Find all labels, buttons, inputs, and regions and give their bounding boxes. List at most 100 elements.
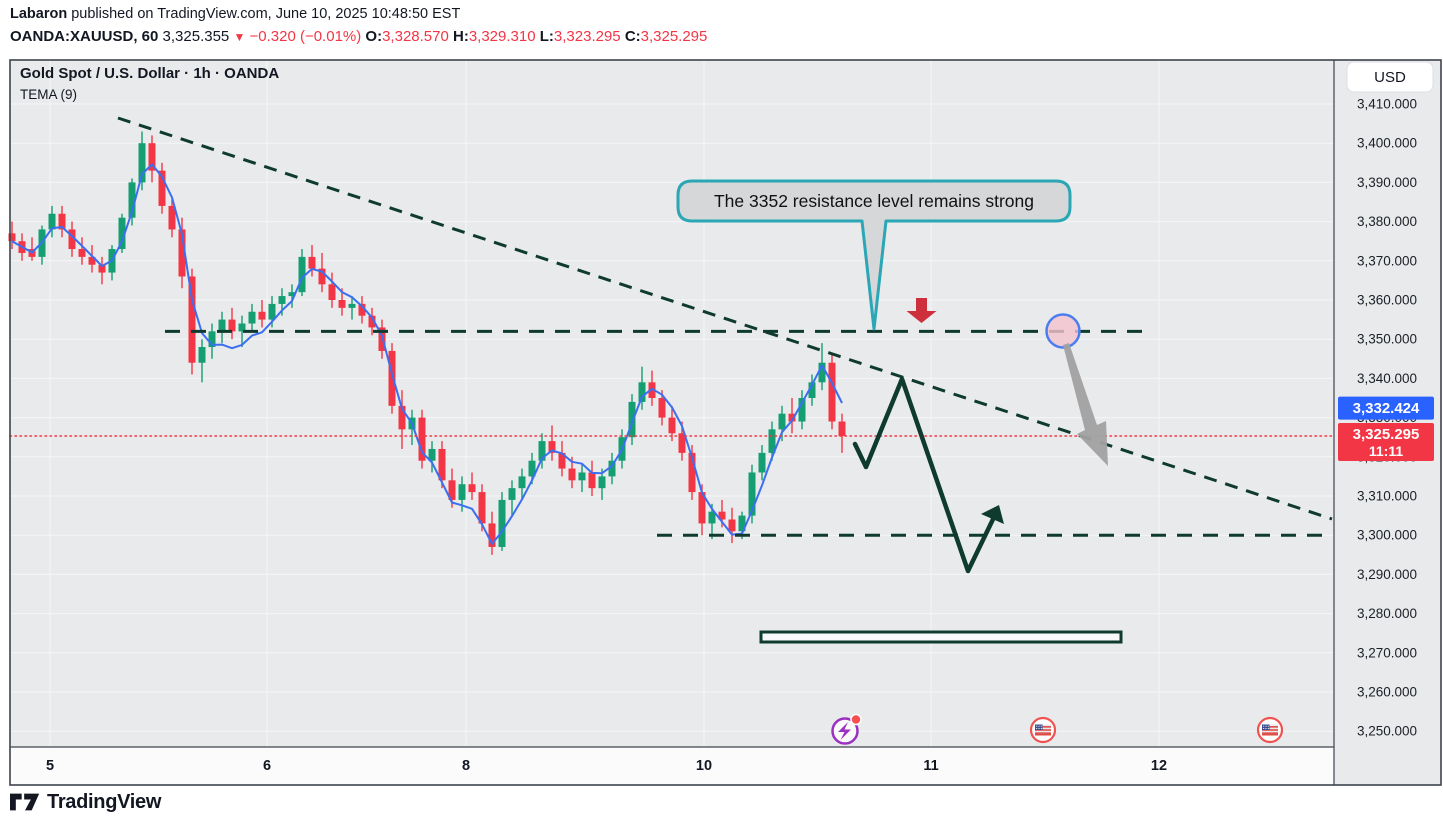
price-range-box[interactable] — [759, 630, 1123, 644]
chart-legend: Gold Spot / U.S. Dollar · 1h · OANDA TEM… — [20, 66, 279, 102]
candle-body — [768, 429, 776, 453]
drawings[interactable] — [117, 116, 1333, 644]
price-axis-label: 3,390.000 — [1357, 175, 1417, 190]
event-markers[interactable] — [831, 713, 1284, 745]
time-axis-label: 12 — [1151, 758, 1167, 774]
candle-body — [48, 213, 56, 230]
price-axis-label: 3,290.000 — [1357, 567, 1417, 582]
time-axis-background[interactable] — [10, 747, 1334, 785]
candle-body — [158, 170, 166, 206]
candle-body — [648, 382, 656, 398]
high-label: H: — [453, 28, 469, 45]
candle-body — [748, 472, 756, 516]
candle-body — [268, 303, 276, 320]
price-axis-label: 3,310.000 — [1357, 489, 1417, 504]
price-change: −0.320 (−0.01%) — [249, 28, 362, 45]
candle-body — [68, 229, 76, 250]
svg-text:3,332.424: 3,332.424 — [1353, 400, 1420, 417]
callout-bubble[interactable] — [676, 179, 1072, 331]
candle-body — [318, 268, 326, 285]
candle-body — [368, 315, 376, 328]
candle-body — [838, 421, 846, 437]
candle-body — [248, 311, 256, 324]
candle-body — [668, 417, 676, 434]
price-axis[interactable]: 3,410.000 3,400.000 3,390.000 3,380.000 3,37… — [1357, 97, 1417, 739]
alert-dot — [850, 713, 862, 726]
currency-button-label: USD — [1374, 69, 1406, 86]
low-label: L: — [539, 28, 554, 45]
candle-body — [628, 401, 636, 438]
candle-body — [308, 256, 316, 269]
candle-body — [188, 276, 196, 363]
candle-body — [228, 319, 236, 332]
indicator-label[interactable]: TEMA (9) — [20, 87, 78, 102]
candle-body — [518, 476, 526, 489]
candle-body — [208, 331, 216, 348]
candle-body — [8, 233, 16, 242]
candle-body — [398, 405, 406, 430]
candle-body — [298, 256, 306, 293]
candle-body — [118, 217, 126, 250]
candle-body — [438, 448, 446, 481]
tema-price-tag: 3,332.424 — [1338, 396, 1434, 420]
callout[interactable]: The 3352 resistance level remains strong — [676, 179, 1072, 331]
descending-trendline[interactable] — [117, 116, 1333, 521]
candle-body — [258, 311, 266, 320]
candle-body — [278, 296, 286, 304]
low-value: 3,323.295 — [553, 28, 621, 45]
flag-canton — [1262, 724, 1270, 730]
currency-button[interactable]: USD — [1346, 61, 1434, 93]
zigzag-projection-arrow[interactable] — [852, 376, 999, 574]
price-axis-label: 3,370.000 — [1357, 253, 1417, 268]
close-label: C: — [624, 28, 641, 45]
candle-body — [708, 511, 716, 524]
tradingview-logo[interactable]: TradingView — [10, 789, 161, 815]
candle-body — [78, 249, 86, 257]
last-price: 3,325.355 — [162, 28, 230, 45]
candle-body — [348, 303, 356, 308]
down-triangle-icon: ▼ — [233, 30, 246, 44]
publish-info: Labaron published on TradingView.com, Ju… — [10, 6, 460, 22]
chart-frame — [9, 59, 1442, 786]
candle-body — [58, 213, 66, 230]
chart-background — [10, 60, 1334, 747]
price-axis-background[interactable] — [1334, 60, 1441, 785]
candle-body — [218, 319, 226, 332]
candle-body — [678, 433, 686, 453]
author-name: Labaron — [10, 6, 68, 22]
gridlines — [10, 60, 1334, 747]
candle-body — [558, 452, 566, 469]
callout-text: The 3352 resistance level remains strong — [714, 191, 1034, 211]
chart-title: Gold Spot / U.S. Dollar · 1h · OANDA — [20, 65, 280, 82]
price-axis-label: 3,280.000 — [1357, 606, 1417, 621]
price-axis-label: 3,340.000 — [1357, 371, 1417, 386]
tradingview-logo-icon — [10, 793, 40, 811]
economic-event-icon[interactable] — [831, 713, 862, 745]
time-axis-label: 10 — [696, 758, 712, 774]
quote-row: OANDA:XAUUSD, 60 3,325.355 ▼ −0.320 (−0.… — [10, 28, 707, 45]
candle-body — [638, 382, 646, 402]
price-axis-label: 3,380.000 — [1357, 214, 1417, 229]
us-flag-icon[interactable] — [1256, 716, 1284, 744]
zigzag-arrowhead — [981, 505, 1004, 524]
close-value: 3,325.295 — [640, 28, 708, 45]
price-axis-label: 3,270.000 — [1357, 645, 1417, 660]
price-axis-label: 3,350.000 — [1357, 332, 1417, 347]
candle-body — [788, 413, 796, 422]
candle-body — [738, 515, 746, 532]
circle-marker[interactable] — [1045, 313, 1081, 349]
tradingview-logo-text: TradingView — [47, 790, 162, 813]
time-axis[interactable]: 5 6 8 10 11 12 — [46, 758, 1167, 774]
last-price-value: 3,325.295 — [1353, 426, 1420, 443]
price-axis-label: 3,300.000 — [1357, 528, 1417, 543]
open-value: 3,328.570 — [382, 28, 449, 45]
gray-breakdown-arrow[interactable] — [1063, 343, 1108, 466]
candle-body — [388, 350, 396, 406]
candle-body — [698, 492, 706, 524]
candle-body — [818, 362, 826, 383]
red-down-arrow[interactable] — [906, 298, 937, 323]
us-flag-icon[interactable] — [1029, 716, 1057, 744]
lightning-bolt-icon — [838, 722, 851, 740]
